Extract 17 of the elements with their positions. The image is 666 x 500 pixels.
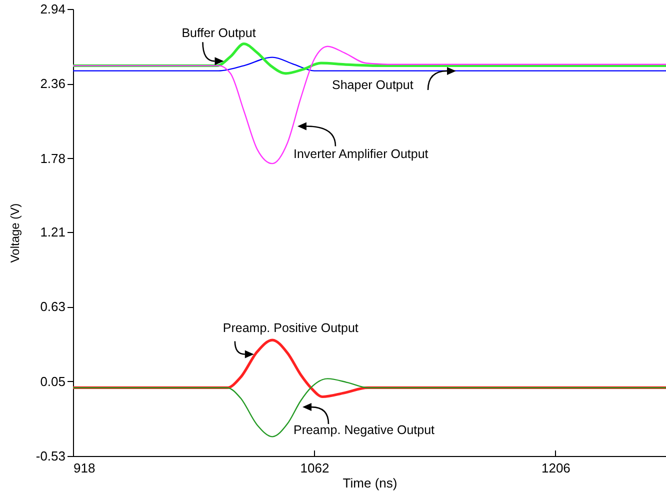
x-tick-label: 918 [74,460,96,476]
annotation: Buffer Output [182,26,256,40]
y-tick-label: 2.94 [40,2,66,16]
annotation: Preamp. Positive Output [222,321,359,336]
x-tick-label: 1206 [541,460,570,476]
x-tick-label: 1062 [300,460,330,476]
y-tick-label: -0.53 [36,448,66,464]
x-axis-title: Time (ns) [342,476,398,490]
annotation: Shaper Output [332,78,414,92]
y-axis-title: Voltage (V) [8,203,22,263]
y-tick-label: 1.78 [40,150,66,166]
y-tick-label: 1.21 [40,224,66,240]
annotation: Inverter Amplifier Output [293,147,429,162]
y-tick-label: 0.05 [40,374,66,389]
y-tick-label: 2.36 [40,76,66,92]
annotation: Preamp. Negative Output [293,423,436,438]
y-tick-label: 0.63 [40,299,66,314]
